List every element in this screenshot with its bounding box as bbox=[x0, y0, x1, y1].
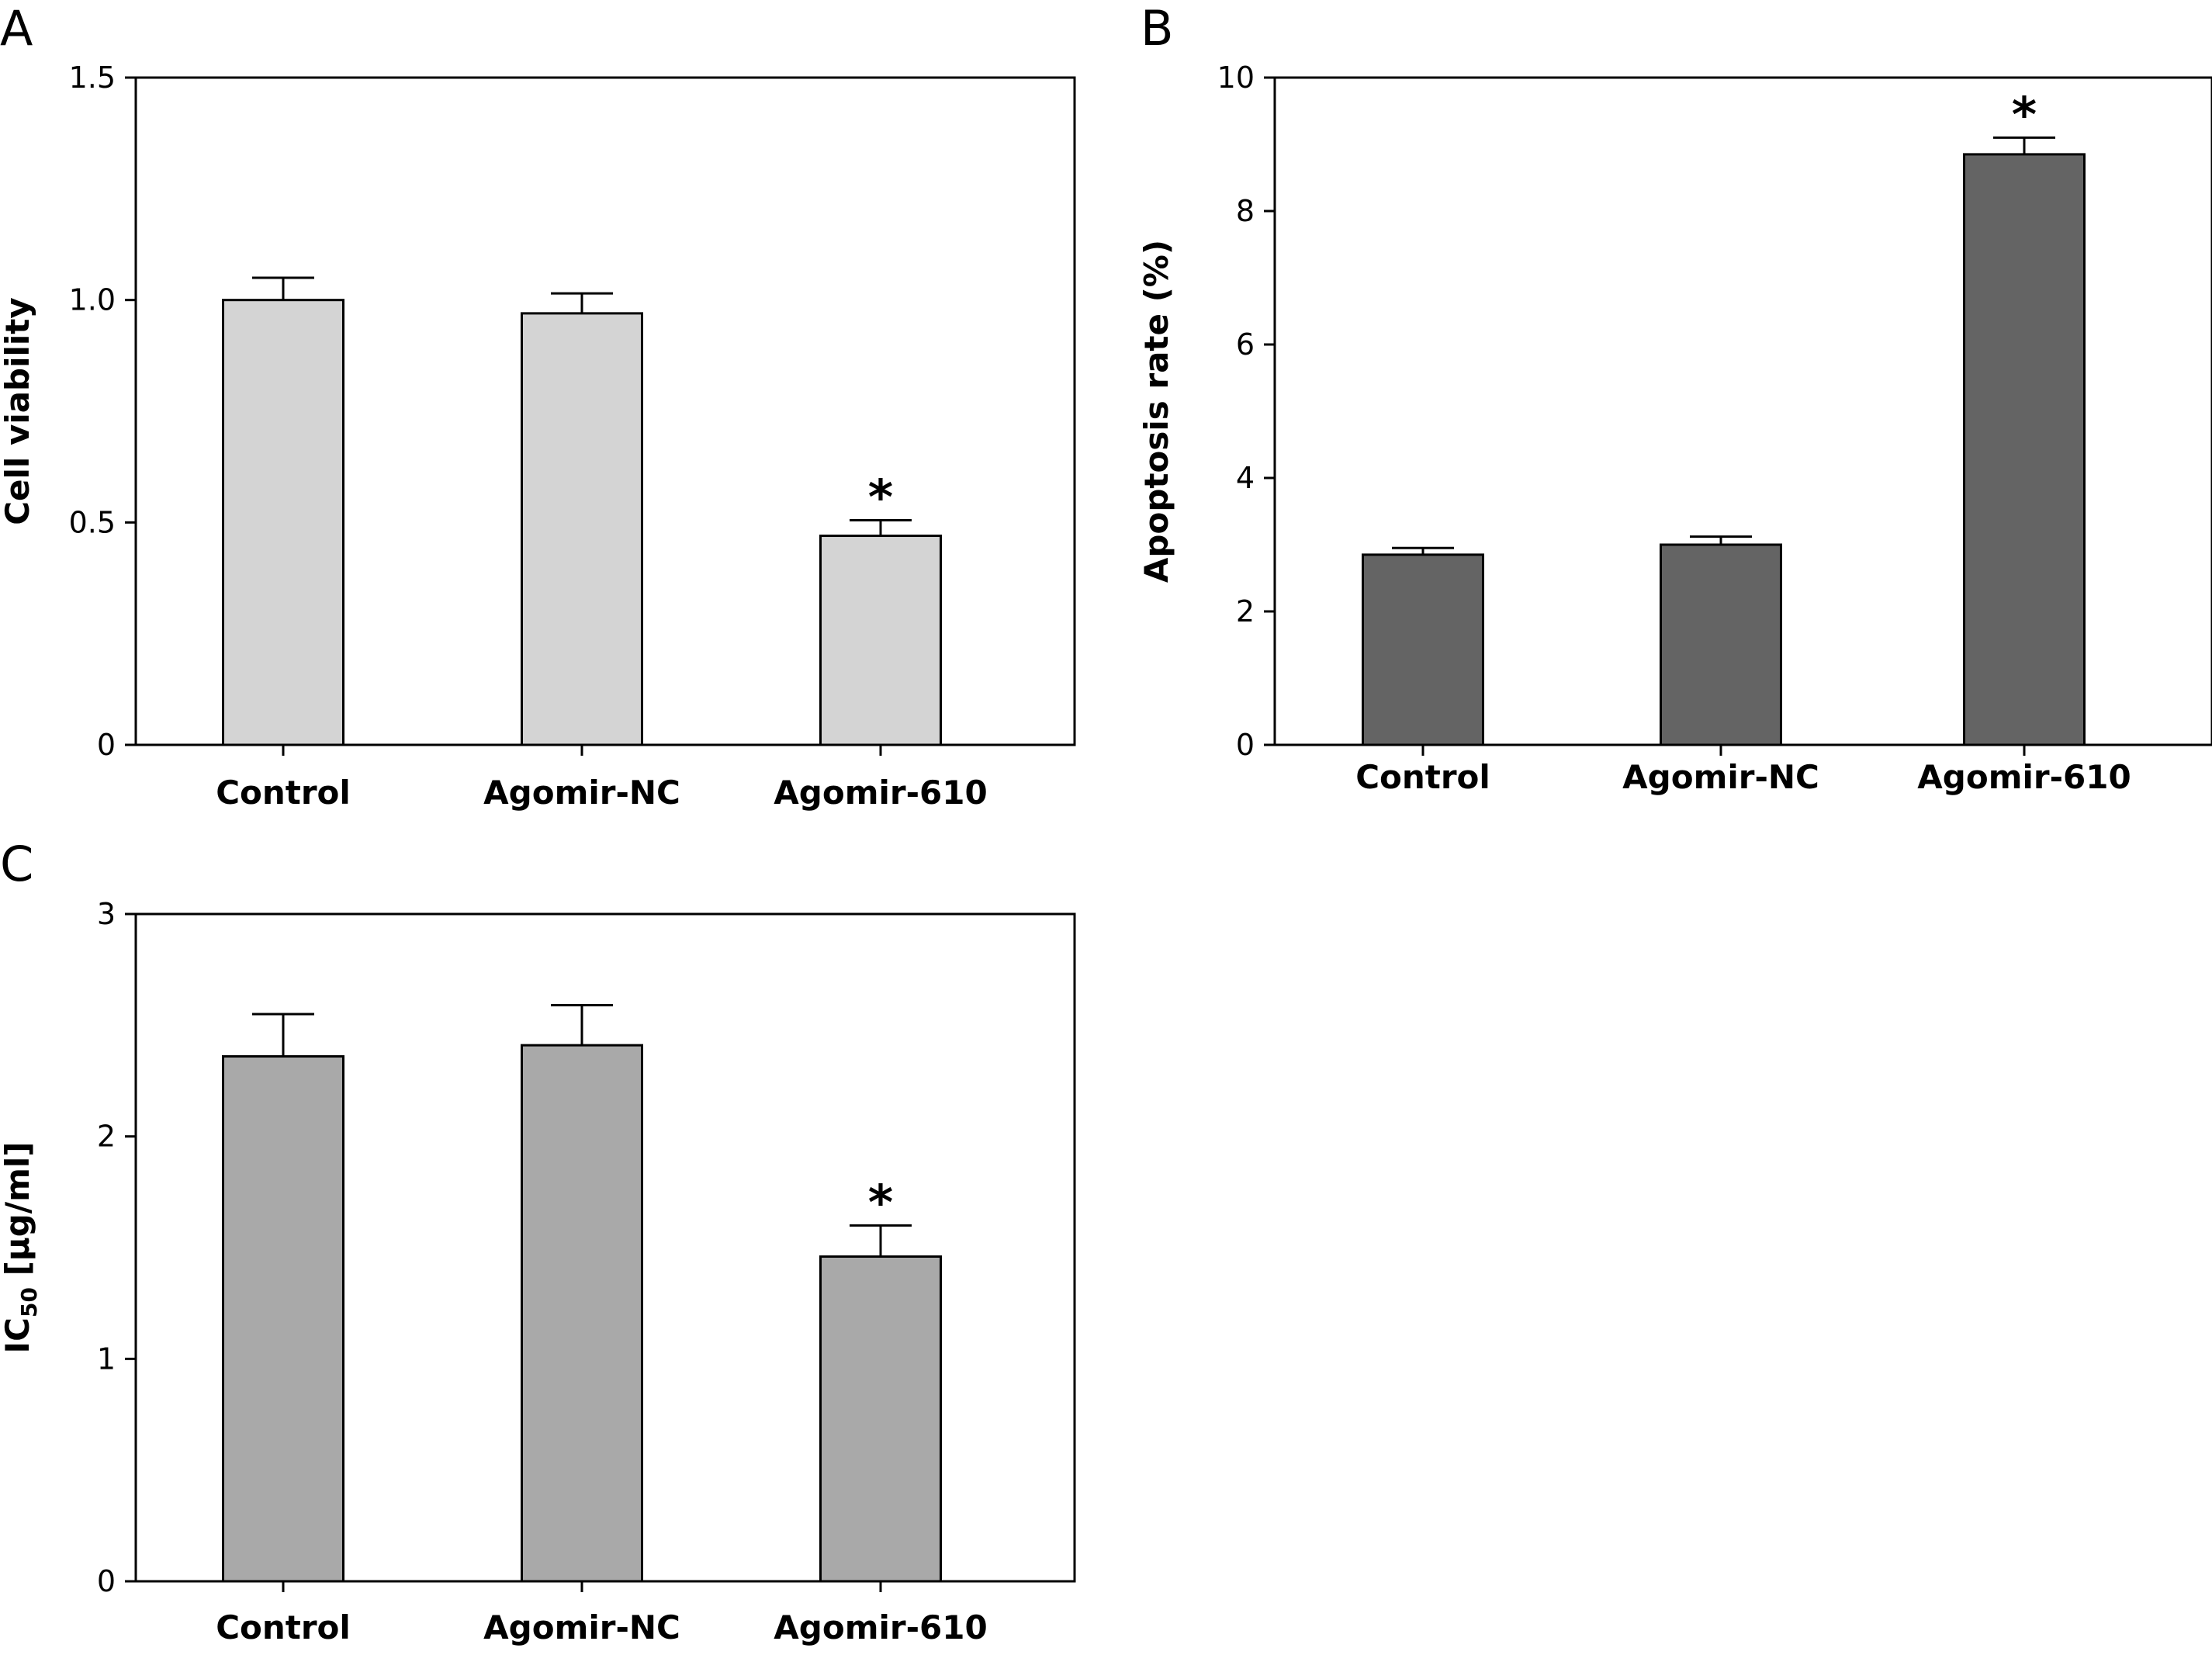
panel-letter-a: A bbox=[0, 0, 33, 57]
category-label-c-2: Agomir-NC bbox=[483, 1608, 680, 1646]
bar-a-2 bbox=[521, 312, 643, 746]
y-tick-label-b: 2 bbox=[1236, 594, 1255, 628]
y-tick-label-c: 0 bbox=[97, 1564, 116, 1598]
category-label-c-3: Agomir-610 bbox=[774, 1608, 987, 1646]
y-tick-label-a: 0.5 bbox=[69, 505, 116, 539]
y-tick-label-a: 1.0 bbox=[69, 283, 116, 317]
category-label-b-2: Agomir-NC bbox=[1622, 758, 1819, 796]
y-axis-label-c: IC50 [µg/ml] bbox=[0, 1142, 42, 1354]
y-tick-label-b: 6 bbox=[1236, 327, 1255, 362]
y-axis-label-b: Apoptosis rate (%) bbox=[1137, 240, 1175, 583]
category-label-c-1: Control bbox=[216, 1608, 351, 1646]
category-label-b-1: Control bbox=[1355, 758, 1490, 796]
bar-c-3 bbox=[819, 1255, 942, 1583]
significance-marker-a: * bbox=[868, 469, 893, 525]
bar-a-1 bbox=[222, 299, 344, 746]
panel-letter-b: B bbox=[1141, 0, 1174, 57]
bar-b-1 bbox=[1362, 553, 1484, 746]
y-axis-label-c-sub: 50 bbox=[16, 1287, 42, 1317]
y-axis-label-a: Cell viability bbox=[0, 297, 36, 525]
panel-b: B Apoptosis rate (%) 0 2 4 6 8 10 Control Agom… bbox=[1137, 0, 2212, 796]
y-axis-label-c-main: IC bbox=[0, 1317, 36, 1353]
bar-c-1 bbox=[222, 1054, 344, 1583]
bar-c-2 bbox=[521, 1044, 643, 1583]
y-tick-label-c: 3 bbox=[97, 897, 116, 931]
bars-c: Control Agomir-NC * Agomir-610 bbox=[216, 1004, 988, 1646]
y-ticks-b: 0 2 4 6 8 10 bbox=[1217, 61, 1275, 762]
y-tick-label-b: 10 bbox=[1217, 61, 1255, 95]
bars-b: Control Agomir-NC * Agomir-610 bbox=[1355, 86, 2131, 796]
panel-letter-c: C bbox=[0, 836, 33, 892]
category-label-a-2: Agomir-NC bbox=[483, 774, 680, 812]
y-tick-label-b: 8 bbox=[1236, 194, 1255, 228]
bars-a: Control Agomir-NC * Agomir-610 bbox=[216, 276, 988, 812]
y-tick-label-c: 2 bbox=[97, 1120, 116, 1154]
significance-marker-c: * bbox=[868, 1174, 893, 1231]
panel-c: C IC50 [µg/ml] 0 1 2 3 Control Agomir-NC * Ago… bbox=[0, 836, 1076, 1646]
bar-b-3 bbox=[1963, 153, 2086, 746]
significance-marker-b: * bbox=[2012, 86, 2037, 143]
bar-b-2 bbox=[1660, 543, 1782, 746]
y-tick-label-b: 0 bbox=[1236, 728, 1255, 762]
y-tick-label-a: 1.5 bbox=[69, 61, 116, 95]
panel-a: A Cell viability 0 0.5 1.0 1.5 Control Agomi… bbox=[0, 0, 1076, 812]
y-tick-label-c: 1 bbox=[97, 1342, 116, 1376]
y-ticks-c: 0 1 2 3 bbox=[97, 897, 136, 1598]
category-label-a-3: Agomir-610 bbox=[774, 774, 987, 812]
y-axis-label-c-unit: [µg/ml] bbox=[0, 1142, 36, 1287]
category-label-a-1: Control bbox=[216, 774, 351, 812]
y-ticks-a: 0 0.5 1.0 1.5 bbox=[69, 61, 136, 762]
y-tick-label-a: 0 bbox=[97, 728, 116, 762]
category-label-b-3: Agomir-610 bbox=[1917, 758, 2131, 796]
bar-a-3 bbox=[819, 535, 942, 746]
y-tick-label-b: 4 bbox=[1236, 461, 1255, 495]
